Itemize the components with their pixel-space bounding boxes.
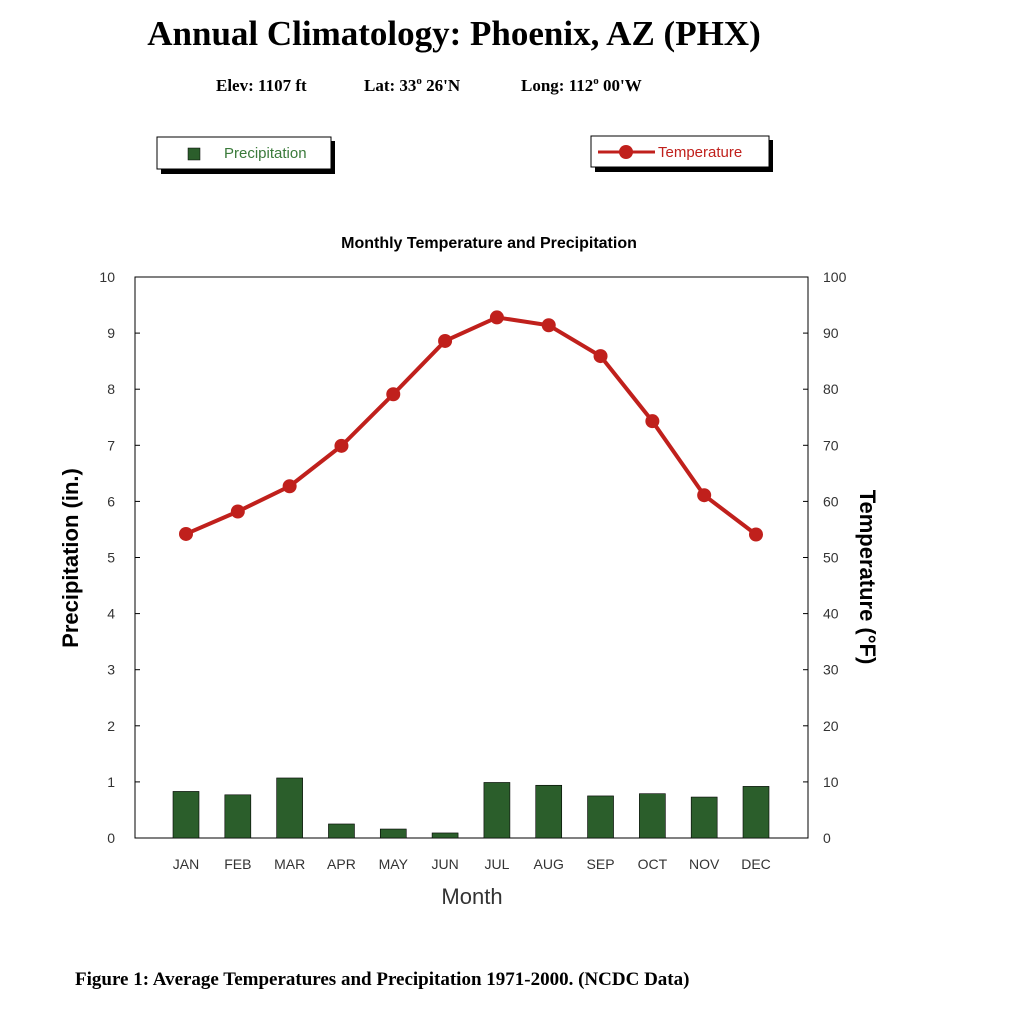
latitude: Lat: 33 [364,76,416,95]
precip-bar-mar [276,777,303,839]
x-tick-label: AUG [534,856,564,872]
x-tick-label: JUN [431,856,458,872]
legend-temperature: Temperature [590,135,773,172]
page-title: Annual Climatology: Phoenix, AZ (PHX) [147,14,761,53]
precip-bar-jan [172,791,200,839]
longitude: Long: 112 [521,76,593,95]
temp-point-jan [179,526,193,541]
x-tick-label: NOV [689,856,720,872]
precip-swatch-icon [187,147,201,161]
y-left-tick-label: 8 [107,381,115,397]
temp-point-apr [334,438,349,453]
x-tick-label: FEB [224,856,251,872]
y-left-tick-label: 4 [107,606,115,622]
x-tick-label: APR [327,856,356,872]
y-right-tick-label: 70 [823,437,839,453]
precip-bar-nov [690,796,718,839]
precip-bar-aug [535,784,563,839]
x-tick-label: OCT [638,856,668,872]
temp-point-dec [749,527,763,542]
y-right-tick-label: 50 [823,550,839,566]
elevation: Elev: 1107 ft [216,76,307,95]
y-left-tick-label: 5 [107,550,115,566]
y-left-tick-label: 9 [107,325,115,341]
precip-bar-jun [431,832,459,839]
y-right-tick-label: 30 [823,662,839,678]
legend-temp-label: Temperature [658,144,742,161]
y-left-tick-label: 6 [107,493,115,509]
figure-caption: Figure 1: Average Temperatures and Preci… [75,969,689,990]
temp-point-may [386,387,401,402]
temp-point-oct [645,414,660,429]
precip-bar-feb [224,794,252,839]
precip-bar-sep [587,795,614,839]
precip-bar-jul [483,782,511,839]
temp-point-mar [282,479,297,494]
temp-point-jul [489,310,504,325]
temp-point-aug [541,318,556,333]
precip-bar-may [379,828,407,839]
x-tick-label: MAY [379,856,409,872]
x-tick-label: JUL [484,856,509,872]
temp-point-jun [438,333,453,348]
y-right-tick-label: 40 [823,606,839,622]
y-right-tick-label: 100 [823,269,847,285]
y-left-tick-label: 2 [107,718,115,734]
chart-title: Monthly Temperature and Precipitation [341,235,637,252]
y-right-tick-label: 80 [823,381,839,397]
y-axis-left-label: Precipitation (in.) [58,468,83,648]
plot-frame [134,276,809,839]
y-left-tick-label: 1 [107,774,115,790]
temp-point-nov [697,488,712,503]
temp-marker-icon [619,145,633,159]
y-right-tick-label: 20 [823,718,839,734]
x-axis-label: Month [441,884,502,909]
precip-bar-dec [742,786,770,839]
x-tick-label: SEP [587,856,615,872]
temp-point-sep [593,349,608,364]
y-axis-right-label: Temperature (°F) [855,490,880,665]
y-left-tick-label: 10 [99,269,115,285]
temp-point-feb [230,504,245,519]
y-right-tick-label: 10 [823,774,839,790]
y-right-tick-label: 0 [823,830,831,846]
y-right-tick-label: 90 [823,325,839,341]
y-left-tick-label: 0 [107,830,115,846]
legend-precip-label: Precipitation [224,145,307,162]
x-tick-label: JAN [173,856,199,872]
precip-bar-apr [328,823,355,839]
station-info: Elev: 1107 ft Lat: 33o 26'N Long: 112o 0… [216,75,642,95]
temperature-line [185,315,758,537]
y-left-tick-label: 3 [107,662,115,678]
x-tick-label: MAR [274,856,305,872]
y-left-tick-label: 7 [107,437,115,453]
legend-precipitation: Precipitation [156,136,335,174]
y-right-tick-label: 60 [823,493,839,509]
precip-bar-oct [639,793,666,839]
x-tick-label: DEC [741,856,771,872]
